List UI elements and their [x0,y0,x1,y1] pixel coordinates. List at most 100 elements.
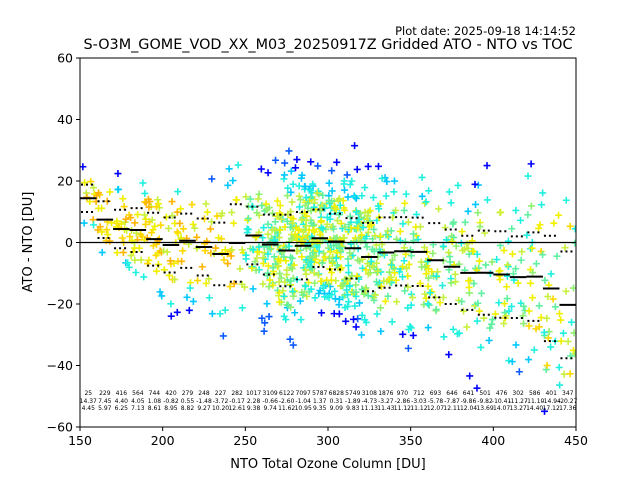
data-point [556,381,564,389]
data-point [447,279,455,287]
data-point [280,171,288,179]
data-point [263,272,271,280]
data-point [475,307,483,315]
data-point [153,240,161,248]
data-point [525,322,533,330]
data-point [445,188,453,196]
data-point [333,261,341,269]
data-point [277,274,285,282]
data-point [391,269,399,277]
data-point [414,235,422,243]
bin-std-label: 8.95 [164,405,178,412]
data-point [325,254,333,262]
data-point [520,302,528,310]
data-point [449,325,457,333]
data-point [308,219,316,227]
data-point [334,196,342,204]
data-point [255,190,263,198]
data-point [287,220,295,228]
data-point [459,247,467,255]
data-point [532,260,540,268]
data-point [328,187,336,195]
data-point [208,310,216,318]
data-point [287,188,295,196]
data-point [346,212,354,220]
bin-count-label: 229 [99,390,111,397]
data-point [407,252,415,260]
data-point [234,161,242,169]
data-point [407,301,415,309]
data-point [362,266,370,274]
data-point [282,316,290,324]
data-point [556,310,564,318]
bin-median-label: 4.40 [115,398,129,405]
data-point [401,238,409,246]
data-point [508,225,516,233]
bin-median-label: -2.86 [395,398,411,405]
data-point [445,351,453,359]
data-point [292,234,300,242]
data-point [258,314,266,322]
data-point [295,192,303,200]
data-point [264,230,272,238]
data-point [251,258,259,266]
data-point [335,211,343,219]
data-point [283,271,291,279]
data-point [358,192,366,200]
data-point [283,192,291,200]
data-point [525,356,533,364]
data-point [302,282,310,290]
data-point [265,313,273,321]
data-point [139,179,147,187]
data-point [327,276,335,284]
data-point [352,194,360,202]
data-point [561,244,569,252]
data-point [326,248,334,256]
data-point [346,282,354,290]
data-point [509,270,517,278]
data-point [352,292,360,300]
data-point [160,247,168,255]
data-point [553,252,561,260]
data-point [508,302,516,310]
data-point [424,265,432,273]
data-point [358,285,366,293]
data-point [205,294,213,302]
bin-count-label: 6122 [279,390,294,397]
data-point [168,212,176,220]
data-point [276,202,284,210]
bin-std-label: 5.97 [98,405,112,412]
data-point [148,216,156,224]
bin-median-label: -0.17 [229,398,245,405]
data-point [313,189,321,197]
data-point [358,231,366,239]
data-point [416,279,424,287]
data-point [289,292,297,300]
data-point [539,251,547,259]
bin-std-label: 11.43 [377,405,394,412]
data-point [275,289,283,297]
bin-std-label: 9.35 [313,405,327,412]
data-point [451,270,459,278]
data-point [249,285,257,293]
data-point [489,316,497,324]
data-point [527,202,535,210]
data-point [243,225,251,233]
data-point [281,159,289,167]
data-point [400,257,408,265]
y-tick-label: 20 [57,174,73,189]
data-point [311,294,319,302]
data-point [564,337,572,345]
data-point [439,294,447,302]
data-point [227,252,235,260]
data-point [104,231,112,239]
data-point [349,288,357,296]
data-point [279,287,287,295]
data-point [316,230,324,238]
data-point [114,170,122,178]
data-point [559,329,567,337]
data-point [425,187,433,195]
data-point [332,254,340,262]
data-point [301,201,309,209]
data-point [155,260,163,268]
